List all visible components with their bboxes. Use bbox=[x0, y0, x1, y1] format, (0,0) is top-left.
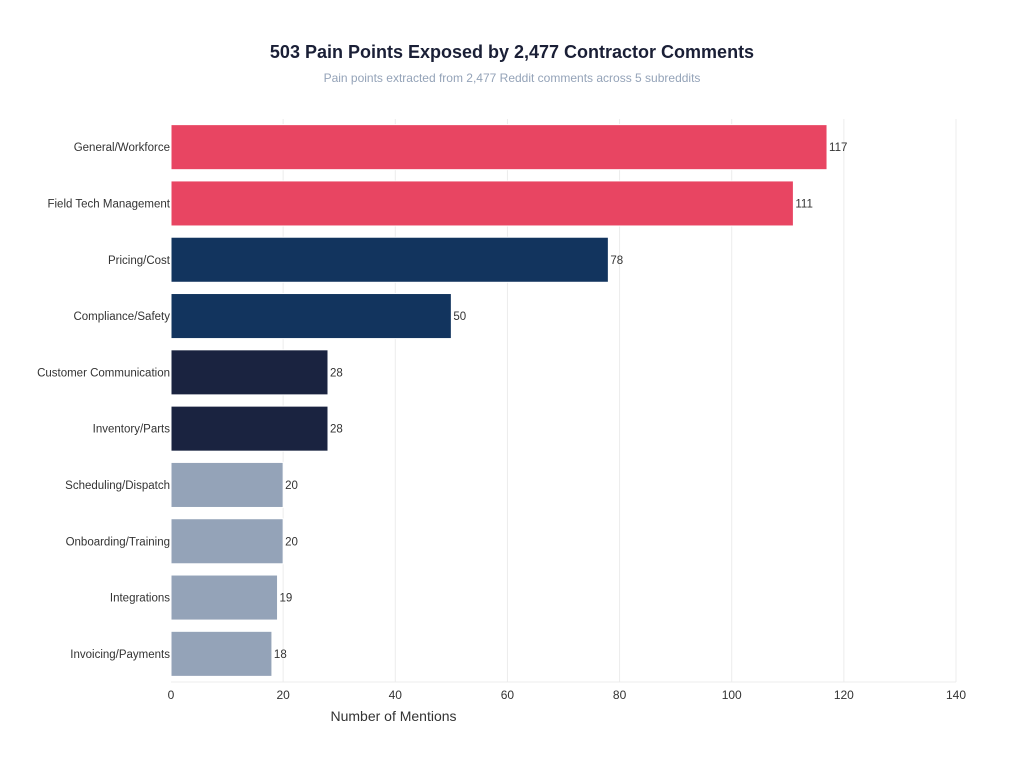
data-label: 20 bbox=[285, 480, 298, 492]
chart-subtitle: Pain points extracted from 2,477 Reddit … bbox=[323, 71, 701, 85]
x-tick-label: 140 bbox=[946, 688, 966, 702]
x-tick-label: 0 bbox=[168, 688, 175, 702]
y-tick-label: General/Workforce bbox=[74, 142, 170, 154]
bar bbox=[170, 293, 452, 340]
y-tick-label: Compliance/Safety bbox=[73, 311, 170, 323]
data-label: 18 bbox=[274, 649, 287, 661]
y-tick-label: Inventory/Parts bbox=[93, 424, 171, 436]
data-label: 19 bbox=[280, 593, 293, 605]
data-label: 111 bbox=[795, 198, 812, 210]
y-tick-label: Pricing/Cost bbox=[108, 255, 171, 267]
bar bbox=[170, 236, 609, 283]
y-tick-label: Onboarding/Training bbox=[66, 536, 170, 548]
data-label: 28 bbox=[330, 424, 343, 436]
data-label: 78 bbox=[610, 255, 623, 267]
x-tick-label: 60 bbox=[501, 688, 515, 702]
data-label: 50 bbox=[453, 311, 466, 323]
x-tick-label: 80 bbox=[613, 688, 627, 702]
data-label: 28 bbox=[330, 367, 343, 379]
bar bbox=[170, 518, 284, 565]
data-label: 117 bbox=[829, 142, 847, 154]
bar bbox=[170, 180, 794, 227]
x-tick-label: 20 bbox=[276, 688, 290, 702]
bar bbox=[170, 630, 273, 677]
x-tick-label: 100 bbox=[722, 688, 742, 702]
y-tick-label: Scheduling/Dispatch bbox=[65, 480, 170, 492]
y-tick-label: Invoicing/Payments bbox=[70, 649, 170, 661]
bar bbox=[170, 461, 284, 508]
bar bbox=[170, 405, 329, 452]
y-tick-label: Field Tech Management bbox=[47, 198, 170, 210]
y-tick-label: Integrations bbox=[110, 593, 170, 605]
bar bbox=[170, 574, 279, 621]
chart-title: 503 Pain Points Exposed by 2,477 Contrac… bbox=[269, 42, 755, 62]
x-tick-label: 40 bbox=[389, 688, 403, 702]
data-label: 20 bbox=[285, 536, 298, 548]
y-tick-label: Customer Communication bbox=[37, 367, 170, 379]
x-axis-title: Number of Mentions bbox=[330, 708, 456, 724]
bar bbox=[170, 349, 329, 396]
x-tick-label: 120 bbox=[834, 688, 854, 702]
bar bbox=[170, 124, 828, 171]
